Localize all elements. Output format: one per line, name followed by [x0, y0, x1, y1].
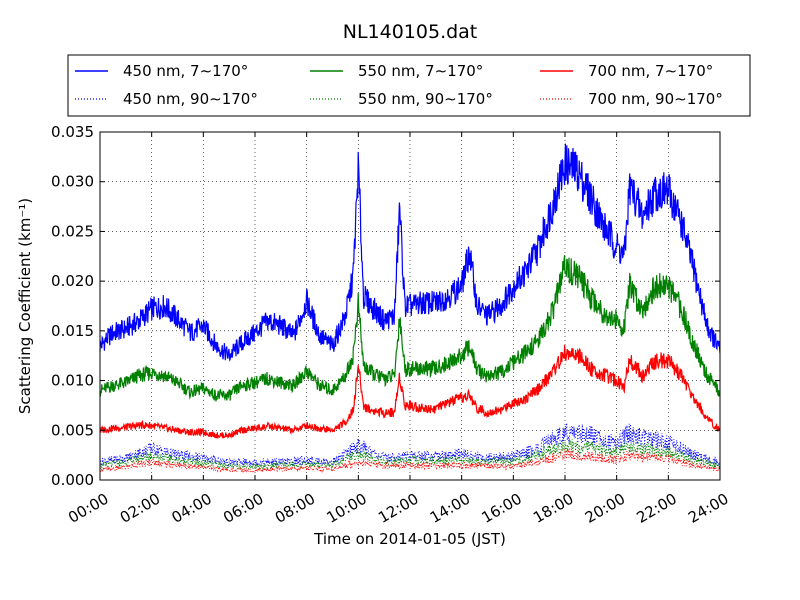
series-line — [99, 439, 721, 471]
legend-label: 550 nm, 7∼170° — [358, 62, 483, 80]
y-tick-label: 0.000 — [51, 471, 94, 489]
x-axis-label: Time on 2014-01-05 (JST) — [313, 530, 506, 548]
x-tick-label: 22:00 — [633, 490, 679, 527]
series-line — [99, 255, 721, 402]
x-tick-label: 16:00 — [478, 490, 524, 527]
y-tick-label: 0.010 — [51, 372, 94, 390]
legend-label: 450 nm, 90∼170° — [123, 90, 258, 108]
x-tick-label: 18:00 — [530, 490, 576, 527]
legend: 450 nm, 7∼170° 550 nm, 7∼170° 700 nm, 7∼17… — [67, 54, 751, 117]
y-axis-label: Scattering Coefficient (km⁻¹) — [16, 198, 34, 414]
y-tick-label: 0.005 — [51, 421, 94, 439]
chart-title: NL140105.dat — [343, 21, 478, 43]
plot-series — [99, 143, 721, 474]
series-line — [99, 345, 721, 440]
y-tick-label: 0.035 — [51, 123, 94, 141]
y-tick-label: 0.020 — [51, 272, 94, 290]
series-line — [99, 143, 721, 362]
x-tick-label: 10:00 — [323, 490, 369, 527]
y-tick-label: 0.030 — [51, 173, 94, 191]
legend-label: 700 nm, 90∼170° — [588, 90, 723, 108]
x-tick-label: 20:00 — [582, 490, 628, 527]
x-tick-label: 08:00 — [272, 490, 318, 527]
x-tick-label: 06:00 — [220, 490, 266, 527]
legend-label: 550 nm, 90∼170° — [358, 90, 493, 108]
x-tick-label: 12:00 — [375, 490, 421, 527]
x-tick-label: 04:00 — [168, 490, 214, 527]
x-tick-label: 00:00 — [65, 490, 111, 527]
x-tick-label: 24:00 — [685, 490, 731, 527]
y-tick-label: 0.025 — [51, 222, 94, 240]
legend-label: 450 nm, 7∼170° — [123, 62, 248, 80]
legend-label: 700 nm, 7∼170° — [588, 62, 713, 80]
y-tick-label: 0.015 — [51, 322, 94, 340]
x-tick-label: 14:00 — [427, 490, 473, 527]
legend-box — [67, 54, 751, 117]
x-tick-label: 02:00 — [117, 490, 163, 527]
